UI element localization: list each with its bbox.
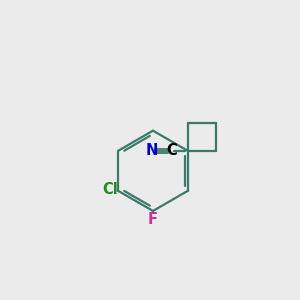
Text: Cl: Cl [102, 182, 118, 197]
Text: C: C [166, 143, 177, 158]
Text: F: F [148, 212, 158, 227]
Text: N: N [146, 143, 158, 158]
